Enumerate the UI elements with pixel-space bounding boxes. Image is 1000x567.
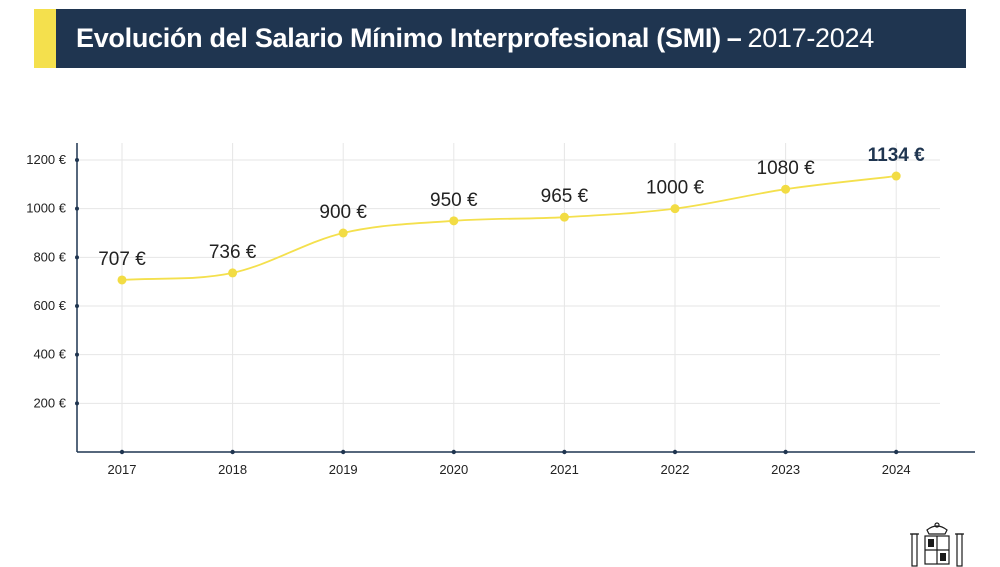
x-tick-dot: [119, 449, 125, 455]
data-label: 965 €: [541, 186, 589, 207]
title-years: 2017-2024: [747, 23, 875, 53]
data-point: [781, 184, 791, 194]
y-tick-dot: [75, 352, 79, 357]
x-tick-label: 2019: [329, 462, 358, 477]
data-label: 707 €: [98, 249, 146, 270]
x-tick-dot: [562, 449, 567, 455]
y-tick-label: 600 €: [33, 298, 66, 313]
y-tick-dot: [75, 401, 79, 406]
y-tick-label: 1000 €: [26, 201, 67, 216]
title-accent: [34, 9, 56, 68]
data-point: [338, 228, 348, 238]
data-point: [228, 268, 238, 278]
data-label: 1000 €: [646, 178, 705, 199]
x-tick-dot: [672, 449, 678, 455]
y-tick-label: 200 €: [33, 395, 66, 410]
data-label: 950 €: [430, 190, 478, 211]
x-tick-dot: [894, 449, 899, 455]
title-main: Evolución del Salario Mínimo Interprofes…: [76, 23, 721, 53]
x-tick-label: 2020: [439, 462, 468, 477]
page-title: Evolución del Salario Mínimo Interprofes…: [76, 23, 874, 54]
x-tick-label: 2017: [108, 462, 137, 477]
y-tick-label: 1200 €: [26, 152, 67, 167]
data-point: [117, 275, 127, 285]
title-bar: Evolución del Salario Mínimo Interprofes…: [34, 9, 966, 68]
title-separator: –: [726, 23, 742, 53]
y-tick-dot: [75, 206, 79, 211]
x-tick-label: 2021: [550, 462, 579, 477]
x-tick-dot: [451, 449, 456, 455]
data-label: 900 €: [319, 202, 367, 223]
x-tick-dot: [341, 449, 346, 455]
data-label: 736 €: [209, 242, 257, 263]
y-tick-label: 800 €: [33, 249, 66, 264]
data-label: 1080 €: [757, 158, 816, 179]
x-tick-label: 2023: [771, 462, 800, 477]
data-point: [559, 212, 569, 222]
data-point: [670, 204, 680, 214]
data-point: [449, 216, 459, 226]
data-label: 1134 €: [868, 145, 925, 166]
x-tick-dot: [230, 449, 235, 455]
y-tick-label: 400 €: [33, 347, 66, 362]
data-point: [891, 171, 901, 181]
coat-of-arms-icon: [910, 522, 964, 567]
series-line: [121, 175, 897, 281]
x-tick-label: 2018: [218, 462, 247, 477]
x-tick-label: 2022: [661, 462, 690, 477]
y-tick-dot: [75, 304, 79, 308]
y-tick-dot: [75, 255, 79, 260]
y-tick-dot: [75, 158, 79, 162]
x-tick-label: 2024: [882, 462, 911, 477]
x-tick-dot: [783, 449, 788, 455]
